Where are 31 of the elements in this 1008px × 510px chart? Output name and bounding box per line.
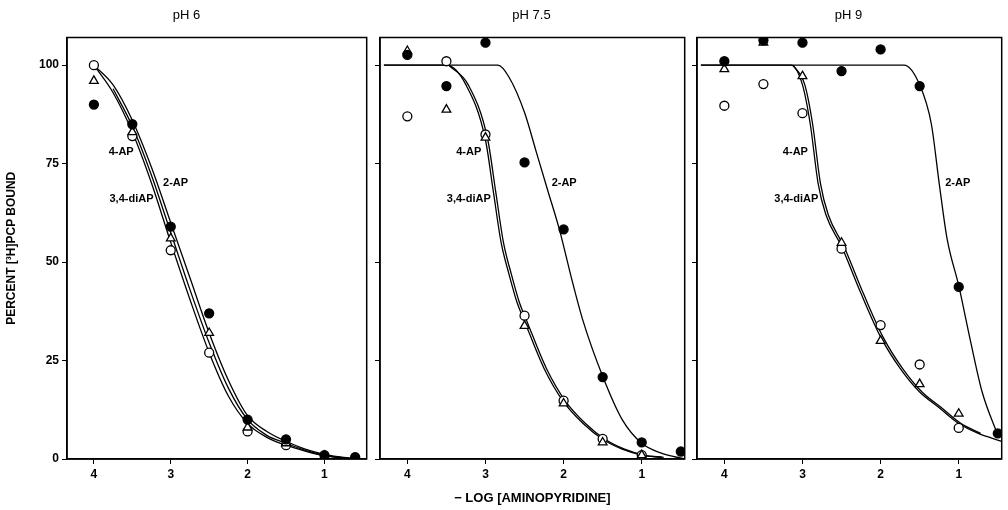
x-tick-label: 4 bbox=[404, 466, 411, 481]
y-tick-label: 0 bbox=[52, 451, 60, 466]
x-tick-label: 1 bbox=[955, 466, 963, 481]
chart-title: pH 6 bbox=[172, 7, 201, 23]
chart-title: pH 9 bbox=[834, 7, 863, 23]
series-label: 3,4-diAP bbox=[109, 192, 154, 205]
series-label: 4-AP bbox=[456, 144, 482, 157]
x-tick-label: 2 bbox=[560, 466, 568, 481]
y-tick-label: 75 bbox=[45, 155, 60, 170]
y-tick-label: 100 bbox=[38, 57, 60, 72]
series-label: 2-AP bbox=[163, 176, 189, 189]
x-tick-label: 4 bbox=[721, 466, 728, 481]
series-label: 3,4-diAP bbox=[446, 192, 491, 205]
x-tick-label: 3 bbox=[167, 466, 175, 481]
x-tick-label: 3 bbox=[482, 466, 490, 481]
y-tick-label: 25 bbox=[45, 352, 60, 367]
series-label: 3,4-diAP bbox=[774, 192, 819, 205]
x-tick-label: 2 bbox=[244, 466, 252, 481]
x-tick-label: 2 bbox=[877, 466, 885, 481]
y-axis-title: PERCENT [³H]PCP BOUND bbox=[3, 171, 18, 325]
x-tick-label: 1 bbox=[321, 466, 329, 481]
series-label: 2-AP bbox=[945, 176, 971, 189]
series-label: 4-AP bbox=[108, 144, 134, 157]
x-tick-label: 1 bbox=[638, 466, 646, 481]
y-tick-label: 50 bbox=[45, 254, 60, 269]
x-tick-label: 4 bbox=[90, 466, 98, 481]
chart-title: pH 7.5 bbox=[512, 7, 551, 23]
series-label: 2-AP bbox=[551, 176, 577, 189]
series-label: 4-AP bbox=[782, 144, 808, 157]
x-tick-label: 3 bbox=[799, 466, 807, 481]
x-axis-title: − LOG [AMINOPYRIDINE] bbox=[454, 489, 611, 505]
